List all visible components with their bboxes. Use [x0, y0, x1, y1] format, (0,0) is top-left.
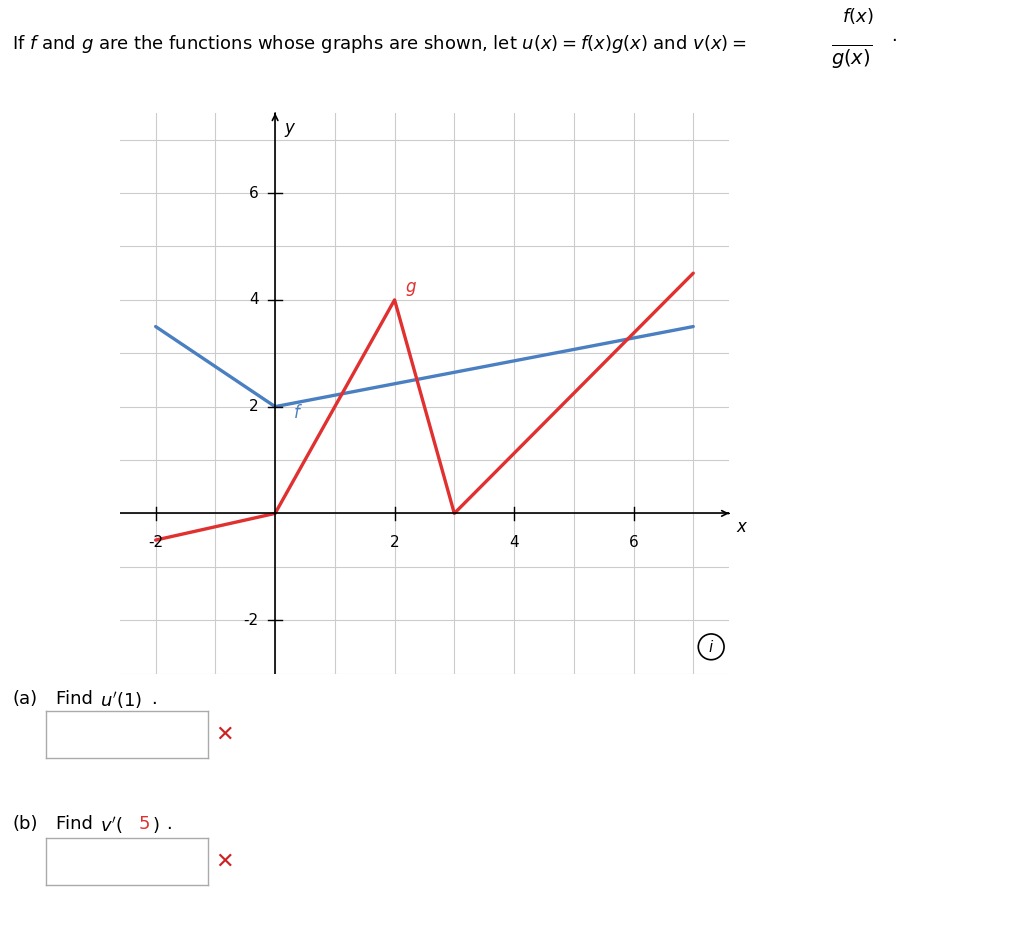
Text: ✕: ✕ [215, 852, 233, 872]
Text: $\overline{g(x)}$: $\overline{g(x)}$ [831, 42, 872, 71]
Text: .: . [152, 690, 158, 707]
Text: $x$: $x$ [736, 518, 749, 536]
Text: 6: 6 [249, 186, 258, 201]
Text: (a): (a) [12, 690, 38, 707]
Text: 2: 2 [249, 399, 258, 414]
Text: $v'($: $v'($ [100, 815, 123, 836]
Text: 2: 2 [390, 535, 399, 550]
Text: .: . [166, 815, 172, 833]
Text: Find: Find [56, 690, 99, 707]
Text: -2: -2 [148, 535, 163, 550]
Text: $f(x)$: $f(x)$ [842, 7, 873, 26]
Text: $)$: $)$ [152, 815, 159, 835]
Text: -2: -2 [244, 612, 258, 627]
Text: $g$: $g$ [406, 280, 417, 298]
Text: $i$: $i$ [708, 639, 715, 655]
Text: (b): (b) [12, 815, 38, 833]
Text: ✕: ✕ [215, 724, 233, 745]
Text: Find: Find [56, 815, 99, 833]
Text: $y$: $y$ [284, 122, 297, 139]
Text: $u'(1)$: $u'(1)$ [100, 690, 142, 710]
Text: 6: 6 [629, 535, 638, 550]
Text: .: . [891, 26, 897, 45]
Text: 4: 4 [509, 535, 519, 550]
Text: $f$: $f$ [293, 404, 303, 422]
Text: 4: 4 [249, 292, 258, 307]
Text: 5: 5 [138, 815, 150, 833]
Text: If $f$ and $g$ are the functions whose graphs are shown, let $u(x) = f(x)g(x)$ a: If $f$ and $g$ are the functions whose g… [12, 33, 746, 55]
